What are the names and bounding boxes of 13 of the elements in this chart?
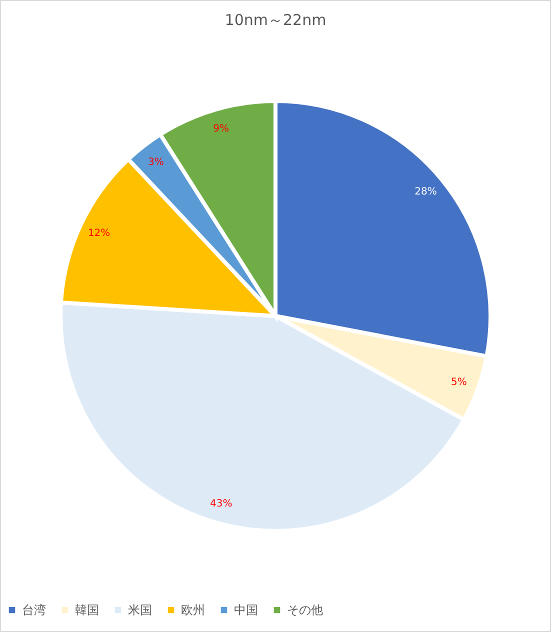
data-label: 5% — [451, 377, 467, 388]
data-label: 3% — [148, 156, 164, 168]
chart-title: 10nm～22nm — [224, 11, 326, 29]
legend-label: 欧州 — [181, 603, 205, 618]
legend-label: 米国 — [128, 603, 152, 618]
legend-label: その他 — [287, 603, 323, 618]
legend-label: 台湾 — [22, 603, 46, 618]
data-label: 9% — [213, 124, 230, 135]
legend-label: 韓国 — [75, 603, 99, 618]
data-label: 12% — [88, 228, 110, 239]
data-label: 28% — [414, 186, 437, 198]
legend-label: 中国 — [234, 603, 258, 618]
data-label: 43% — [210, 498, 232, 510]
